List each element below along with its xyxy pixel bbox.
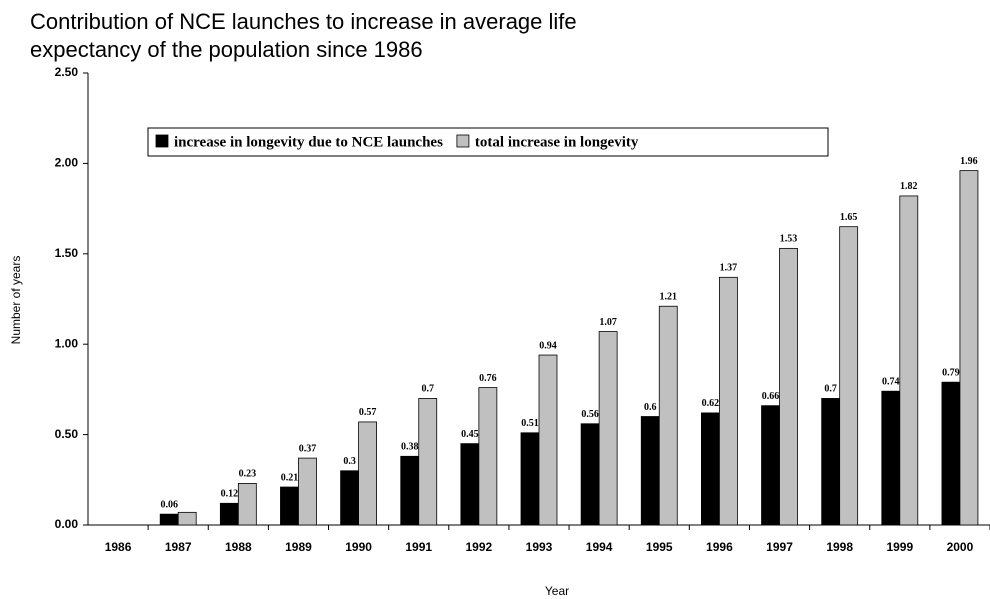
x-tick-label: 1998 xyxy=(826,540,853,554)
value-label: 1.82 xyxy=(900,181,918,192)
legend-swatch xyxy=(456,134,470,148)
bar xyxy=(460,443,480,526)
bar xyxy=(538,354,558,526)
bar xyxy=(478,387,498,526)
y-tick-label: 0.50 xyxy=(55,427,79,441)
x-tick-label: 1993 xyxy=(526,540,553,554)
x-tick-label: 1992 xyxy=(466,540,493,554)
value-label: 0.57 xyxy=(359,407,377,418)
value-label: 0.06 xyxy=(160,499,178,510)
bar xyxy=(219,502,239,526)
bar xyxy=(959,170,979,526)
value-label: 0.45 xyxy=(461,429,479,440)
x-tick-label: 2000 xyxy=(947,540,974,554)
value-label: 0.7 xyxy=(421,384,434,395)
legend-label: total increase in longevity xyxy=(475,134,639,150)
x-tick-label: 1990 xyxy=(345,540,372,554)
bar xyxy=(340,470,360,526)
x-tick-label: 1986 xyxy=(105,540,132,554)
value-label: 0.38 xyxy=(401,442,419,453)
value-label: 0.12 xyxy=(221,489,239,500)
value-label: 1.53 xyxy=(780,234,798,245)
chart-title: Contribution of NCE launches to increase… xyxy=(30,9,577,62)
bar xyxy=(159,513,179,526)
bar xyxy=(779,247,798,526)
value-label: 1.96 xyxy=(960,156,978,167)
value-label: 0.37 xyxy=(299,443,317,454)
value-label: 0.6 xyxy=(644,402,657,413)
value-label: 0.62 xyxy=(702,398,720,409)
bar xyxy=(237,483,257,526)
bar xyxy=(821,398,841,526)
value-label: 1.65 xyxy=(840,212,858,223)
bar xyxy=(418,398,438,526)
bar xyxy=(520,432,540,526)
bar xyxy=(839,226,859,526)
bar xyxy=(881,390,901,526)
value-label: 0.3 xyxy=(343,456,356,467)
value-label: 0.74 xyxy=(882,377,900,388)
value-label: 0.51 xyxy=(521,418,539,429)
x-tick-label: 1997 xyxy=(766,540,793,554)
y-tick-label: 1.00 xyxy=(55,336,79,350)
bar xyxy=(177,511,197,526)
y-tick-label: 0.00 xyxy=(55,517,79,531)
value-label: 0.79 xyxy=(942,367,960,378)
bar xyxy=(701,412,720,526)
value-label: 1.37 xyxy=(720,263,738,274)
bar xyxy=(598,331,618,526)
legend-label: increase in longevity due to NCE launche… xyxy=(174,134,443,150)
x-tick-label: 1994 xyxy=(586,540,613,554)
x-tick-label: 1988 xyxy=(225,540,252,554)
y-tick-label: 2.00 xyxy=(55,156,79,170)
value-label: 0.56 xyxy=(581,409,599,420)
value-label: 0.21 xyxy=(281,472,299,483)
bar xyxy=(658,305,678,526)
bar xyxy=(280,486,299,526)
x-tick-label: 1989 xyxy=(285,540,312,554)
bar xyxy=(941,381,961,526)
y-tick-label: 2.50 xyxy=(55,65,79,79)
bar xyxy=(400,455,420,526)
value-label: 0.76 xyxy=(479,373,497,384)
bar xyxy=(358,421,378,526)
x-axis-label: Year xyxy=(545,584,569,598)
value-label: 1.21 xyxy=(660,292,678,303)
bar xyxy=(298,457,317,526)
value-label: 1.07 xyxy=(599,317,617,328)
legend-swatch xyxy=(155,134,169,148)
x-tick-label: 1987 xyxy=(165,540,192,554)
value-label: 0.94 xyxy=(539,340,557,351)
bar xyxy=(719,276,738,526)
value-label: 0.23 xyxy=(239,469,257,480)
x-tick-label: 1995 xyxy=(646,540,673,554)
x-tick-label: 1996 xyxy=(706,540,733,554)
y-axis-label: Number of years xyxy=(9,256,23,345)
bar xyxy=(761,405,780,526)
bar xyxy=(640,416,660,526)
x-tick-label: 1999 xyxy=(886,540,913,554)
legend-box xyxy=(147,127,829,157)
bar xyxy=(899,195,919,526)
value-label: 0.66 xyxy=(762,391,780,402)
value-label: 0.7 xyxy=(824,384,837,395)
bar xyxy=(580,423,600,526)
y-tick-label: 1.50 xyxy=(55,246,79,260)
x-tick-label: 1991 xyxy=(405,540,432,554)
